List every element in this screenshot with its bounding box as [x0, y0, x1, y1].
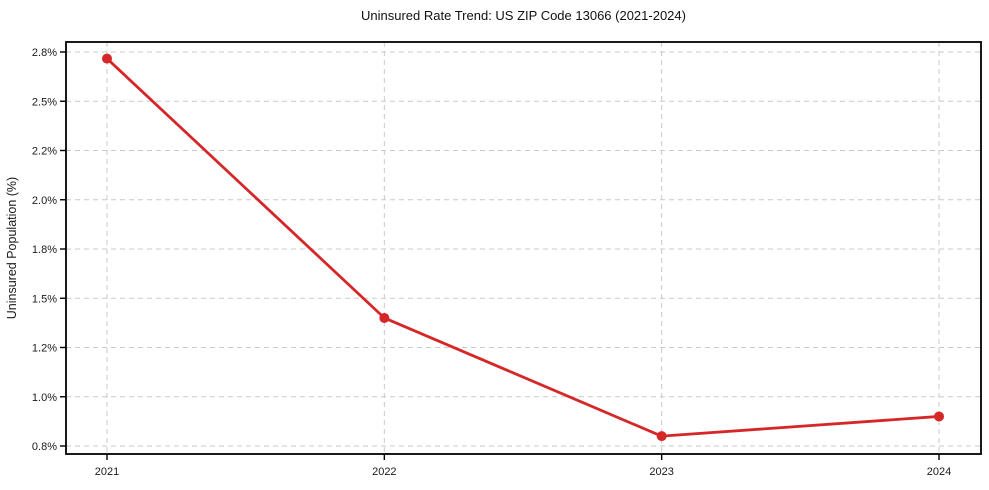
- data-point: [102, 53, 112, 64]
- y-tick-label: 1.5%: [32, 293, 57, 305]
- axis-ticks: [60, 51, 940, 460]
- plot-border: [65, 41, 982, 455]
- y-tick-label: 1.0%: [32, 392, 57, 404]
- y-tick-label: 1.2%: [32, 343, 57, 355]
- x-tick-label: 2021: [95, 466, 119, 478]
- y-tick-label: 2.5%: [32, 96, 57, 108]
- y-tick-label: 2.0%: [32, 195, 57, 207]
- y-tick-label: 2.8%: [32, 47, 57, 59]
- data-point: [656, 431, 667, 442]
- data-point: [379, 312, 390, 323]
- trend-line: [105, 57, 941, 438]
- gridlines: [66, 42, 981, 454]
- data-point: [934, 411, 944, 422]
- axis-tick-labels: 2.8% 2.5% 2.2% 2.0% 1.8% 1.5% 1.2% 1.0% 0.8% 2021…: [32, 47, 951, 478]
- x-tick-label: 2023: [649, 466, 673, 478]
- x-tick-label: 2022: [372, 466, 396, 478]
- data-series: [102, 53, 944, 442]
- y-tick-label: 1.8%: [32, 244, 57, 256]
- chart-title: Uninsured Rate Trend: US ZIP Code 13066 …: [361, 8, 686, 23]
- y-tick-label: 2.2%: [32, 146, 57, 158]
- y-tick-label: 0.8%: [32, 441, 57, 453]
- plot-spines: [65, 41, 982, 455]
- x-tick-label: 2024: [927, 466, 951, 478]
